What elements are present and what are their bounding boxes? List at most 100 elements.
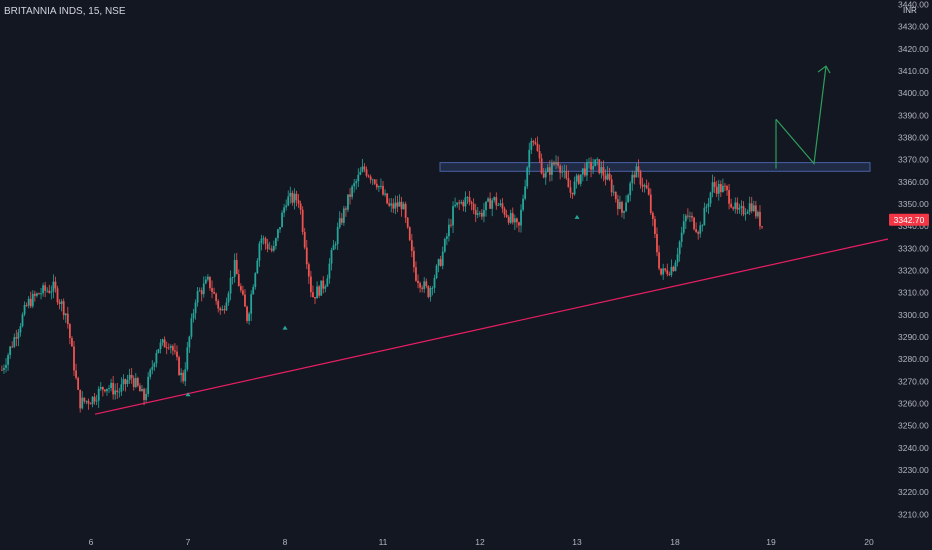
candle-body	[192, 313, 195, 319]
candle-body	[375, 183, 378, 188]
candle-body	[283, 207, 286, 213]
symbol-title[interactable]: BRITANNIA INDS, 15, NSE	[4, 6, 126, 17]
time-axis[interactable]: 6 7 8 11 12 13 18 19 20	[89, 537, 874, 547]
price-axis[interactable]: 3210.00 3220.00 3230.00 3240.00 3250.00 3260.…	[889, 0, 929, 519]
candle-body	[347, 194, 349, 210]
candle-body	[23, 305, 26, 315]
candle-body	[64, 313, 67, 316]
candle-body	[649, 194, 652, 213]
candle-body	[204, 279, 207, 284]
candle-body	[427, 286, 430, 297]
candle-body	[71, 338, 73, 347]
candle-body	[322, 280, 325, 289]
candle-body	[155, 353, 158, 364]
candle-body	[297, 200, 300, 204]
candle-body	[38, 293, 40, 295]
candle-body	[134, 378, 137, 387]
candle-body	[272, 245, 275, 251]
candle-body	[429, 287, 432, 297]
candle-body	[169, 346, 172, 348]
candle-body	[132, 378, 135, 387]
support-trendline	[94, 238, 889, 415]
candle-body	[734, 202, 737, 209]
candle-body	[207, 276, 209, 280]
candle-body	[270, 248, 273, 251]
candle-body	[159, 342, 162, 350]
candle-body	[279, 227, 281, 230]
last-price-badge	[889, 213, 929, 226]
candle-body	[639, 171, 642, 185]
candle-body	[421, 287, 424, 289]
candle-body	[227, 293, 230, 303]
candle-body	[99, 387, 102, 389]
candle-body	[326, 278, 329, 287]
candle-body	[116, 390, 119, 393]
candle-body	[334, 243, 337, 246]
candle-body	[548, 167, 551, 175]
candle-body	[581, 168, 584, 175]
candle-body	[351, 186, 353, 197]
candle-body	[458, 202, 461, 204]
candle-body	[600, 167, 603, 174]
candle-body	[557, 162, 559, 166]
candle-body	[536, 143, 539, 152]
candle-body	[485, 201, 487, 211]
candle-body	[651, 212, 654, 219]
candle-body	[56, 288, 59, 303]
candle-body	[415, 267, 417, 281]
candle-body	[579, 174, 582, 184]
candle-body	[682, 221, 685, 233]
price-tick-label: 3220.00	[898, 487, 929, 497]
price-tick-label: 3270.00	[898, 376, 929, 386]
price-tick-label: 3230.00	[898, 465, 929, 475]
candle-body	[413, 250, 415, 268]
candle-body	[569, 187, 572, 193]
candle-body	[616, 199, 619, 209]
candle-body	[717, 183, 720, 194]
candle-body	[489, 198, 492, 209]
time-tick-label: 8	[283, 537, 288, 547]
candle-body	[551, 162, 553, 175]
candle-body	[79, 389, 82, 409]
candle-body	[303, 231, 306, 248]
candle-body	[237, 274, 240, 287]
candle-body	[373, 179, 376, 184]
candle-body	[388, 203, 391, 206]
candle-body	[250, 294, 253, 314]
candle-body	[744, 213, 747, 215]
candle-body	[180, 372, 183, 375]
candle-body	[686, 215, 689, 217]
candle-body	[456, 202, 459, 205]
candle-body	[573, 181, 576, 195]
candle-body	[647, 188, 650, 195]
candle-body	[590, 161, 592, 170]
candle-body	[40, 293, 42, 295]
candle-body	[423, 281, 426, 289]
candle-body	[312, 292, 314, 297]
candle-body	[631, 174, 634, 184]
time-tick-label: 7	[186, 537, 191, 547]
candle-body	[126, 379, 129, 384]
candle-body	[583, 168, 586, 176]
price-tick-label: 3290.00	[898, 332, 929, 342]
candle-body	[715, 186, 718, 194]
candle-body	[324, 286, 327, 289]
candle-body	[7, 355, 9, 365]
candle-body	[318, 286, 321, 296]
candle-body	[87, 400, 90, 404]
candle-body	[382, 185, 384, 195]
candle-body	[602, 167, 605, 176]
currency-label[interactable]: INR	[903, 6, 917, 15]
candle-body	[697, 232, 700, 234]
candle-body	[499, 203, 502, 205]
candle-body	[91, 396, 94, 405]
candle-body	[538, 151, 541, 159]
candle-body	[221, 309, 224, 311]
candle-body	[676, 254, 679, 263]
time-tick-label: 12	[475, 537, 485, 547]
candle-body	[190, 318, 193, 337]
candle-body	[287, 196, 290, 206]
candle-body	[260, 238, 263, 244]
candle-body	[668, 274, 671, 276]
